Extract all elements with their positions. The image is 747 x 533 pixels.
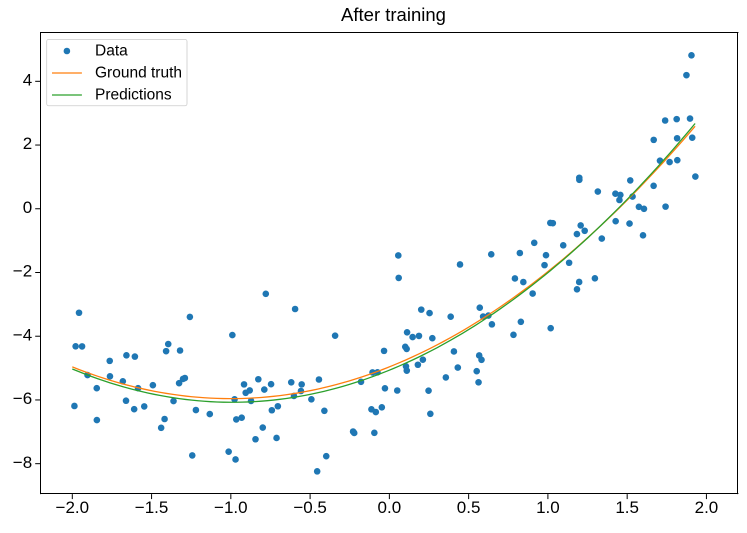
svg-text:4: 4 [23,71,32,90]
svg-text:−2: −2 [13,262,32,281]
svg-text:Ground truth: Ground truth [95,64,182,81]
svg-text:−2.0: −2.0 [56,498,90,517]
svg-text:0.5: 0.5 [457,498,481,517]
svg-text:−1.0: −1.0 [214,498,248,517]
svg-text:2: 2 [23,134,32,153]
svg-text:−6: −6 [13,389,32,408]
svg-text:−8: −8 [13,453,32,472]
svg-text:0: 0 [23,198,32,217]
svg-text:−4: −4 [13,325,32,344]
svg-text:After training: After training [341,4,446,25]
svg-text:−1.5: −1.5 [135,498,169,517]
svg-text:2.0: 2.0 [695,498,719,517]
svg-text:0.0: 0.0 [378,498,402,517]
svg-text:1.0: 1.0 [536,498,560,517]
svg-text:Predictions: Predictions [95,86,172,103]
svg-text:−0.5: −0.5 [293,498,327,517]
svg-text:1.5: 1.5 [615,498,639,517]
svg-text:Data: Data [95,42,128,59]
